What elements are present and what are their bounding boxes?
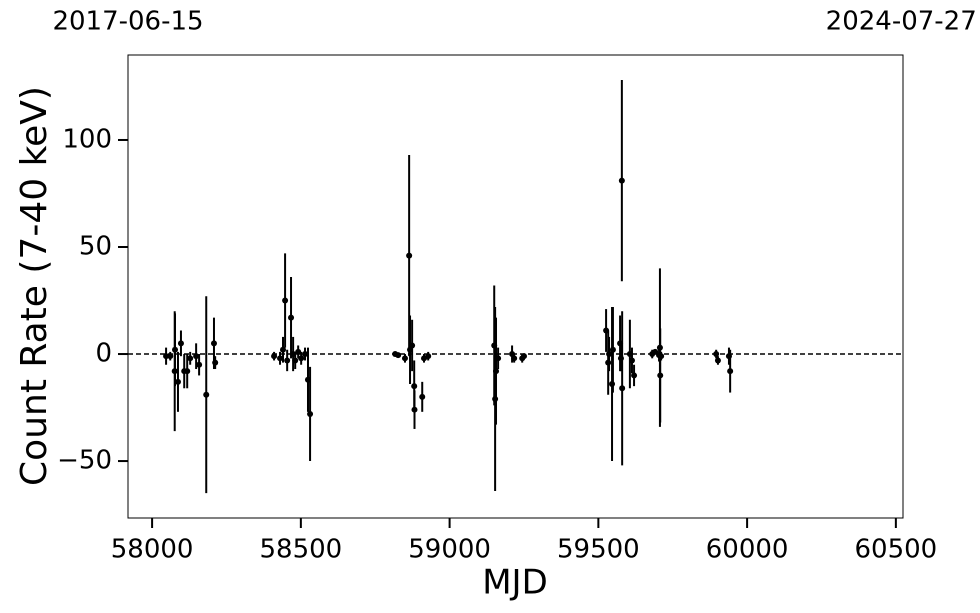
data-point (511, 355, 518, 362)
data-point (174, 378, 181, 385)
x-tick-label: 59000 (408, 535, 491, 565)
data-point (277, 355, 284, 362)
data-point (419, 393, 426, 400)
data-point (425, 353, 432, 360)
data-point (618, 177, 625, 184)
data-point (184, 368, 191, 375)
y-tick-label: 100 (62, 124, 112, 154)
top-tick-label: 2017-06-15 (52, 7, 203, 37)
data-point (713, 351, 720, 358)
data-point (714, 357, 721, 364)
x-tick-label: 60500 (855, 535, 938, 565)
x-tick-label: 60000 (706, 535, 789, 565)
data-point (203, 391, 210, 398)
data-point (401, 355, 408, 362)
y-tick-label: 0 (95, 339, 112, 369)
data-point (307, 410, 314, 417)
data-point (271, 353, 278, 360)
data-point (606, 351, 613, 358)
data-point (631, 372, 638, 379)
data-point (409, 342, 416, 349)
data-point (657, 372, 664, 379)
data-point (520, 353, 527, 360)
data-point (298, 355, 305, 362)
data-point (302, 351, 309, 358)
data-point (395, 352, 402, 359)
data-point (167, 353, 174, 360)
top-tick-label: 2024-07-27 (826, 7, 977, 37)
data-point (282, 297, 289, 304)
data-point (495, 355, 502, 362)
data-point (212, 359, 219, 366)
y-tick-label: −50 (57, 446, 112, 476)
data-point (727, 368, 734, 375)
x-tick-label: 59500 (557, 535, 640, 565)
y-axis-label: Count Rate (7-40 keV) (14, 86, 55, 486)
data-point (658, 353, 665, 360)
plot-frame (127, 54, 904, 519)
data-point (177, 340, 184, 347)
y-tick-label: 50 (79, 232, 112, 262)
data-point (411, 406, 418, 413)
x-axis-label: MJD (482, 563, 548, 603)
data-point (493, 368, 500, 375)
data-point (171, 368, 178, 375)
data-point (210, 340, 217, 347)
data-point (284, 357, 291, 364)
data-point (196, 361, 203, 368)
data-point (163, 353, 170, 360)
x-tick-label: 58000 (111, 535, 194, 565)
data-point (619, 385, 626, 392)
data-point (292, 357, 299, 364)
x-tick-label: 58500 (259, 535, 342, 565)
data-point (609, 346, 616, 353)
data-point (411, 383, 418, 390)
data-point (628, 357, 635, 364)
data-point (280, 346, 286, 353)
data-point (406, 252, 413, 259)
data-point (193, 353, 200, 360)
data-point (288, 314, 295, 321)
data-point (187, 355, 194, 362)
data-point (295, 348, 302, 355)
